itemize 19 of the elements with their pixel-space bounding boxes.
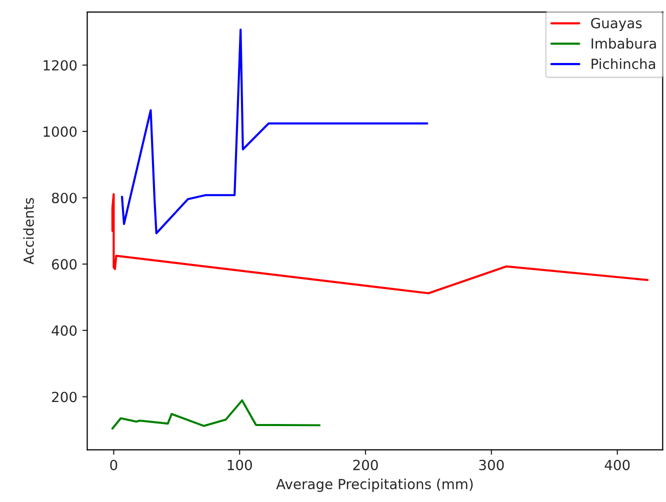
x-tick-label: 300 (479, 460, 504, 470)
line-series (120, 28, 428, 234)
x-tick-label: 200 (353, 460, 378, 470)
y-tick-label: 1200 (44, 60, 77, 71)
x-tick-label: 400 (604, 460, 630, 470)
line-series (111, 193, 649, 294)
line-series (111, 399, 321, 430)
x-tick-label: 100 (228, 460, 252, 470)
y-tick-label: 800 (52, 192, 77, 204)
y-axis-title: Accidents (23, 198, 34, 264)
legend-label: Imbabura (592, 38, 656, 49)
x-axis-title: Average Precipitations (mm) (276, 478, 473, 492)
legend-label: Pichincha (592, 58, 656, 70)
legend-label: Guayas (591, 18, 642, 32)
y-tick-label: 1000 (44, 126, 77, 137)
y-tick-label: 600 (52, 259, 77, 270)
x-tick-label: 0 (110, 460, 118, 470)
y-tick-label: 200 (52, 392, 77, 402)
y-tick-label: 400 (52, 325, 77, 336)
